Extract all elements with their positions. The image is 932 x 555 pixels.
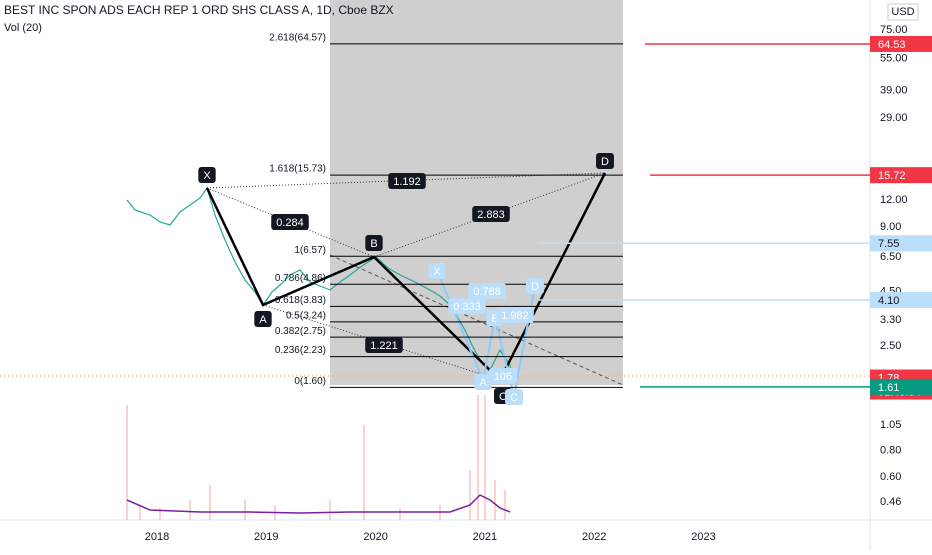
time-tick-label: 2021: [473, 531, 497, 543]
volume-ma: [126, 494, 511, 514]
pattern2-point: C: [510, 392, 518, 404]
pattern2-point-bg: [474, 374, 492, 390]
price-tick-label: 55.00: [880, 53, 908, 65]
price-tag: [870, 378, 932, 395]
pattern-point: D: [601, 156, 609, 168]
fib-label: 0(1.60): [294, 376, 326, 387]
pattern2-point-bg: [428, 263, 446, 279]
symbol-title: BEST INC SPON ADS EACH REP 1 ORD SHS CLA…: [4, 3, 394, 17]
pattern2-point: X: [433, 266, 441, 278]
xabcd-pattern: [205, 172, 607, 383]
price-tag-label: 64.53: [878, 39, 906, 51]
time-tick-label: 2023: [691, 531, 715, 543]
fib-label: 2.618(64.57): [269, 33, 326, 44]
price-tick-label: 75.00: [880, 24, 908, 36]
pattern2-point: D: [531, 281, 539, 293]
fib-label: 0.236(2.23): [275, 345, 326, 356]
currency-box: [887, 3, 919, 21]
fib-label: 1.618(15.73): [269, 164, 326, 175]
pattern2-ratio: 1.982: [501, 310, 529, 322]
price-tag: [870, 292, 932, 309]
price-tag-label: 1.61: [878, 382, 899, 394]
price-tick-label: 39.00: [880, 85, 908, 97]
volume-tick-label: 0.80: [880, 444, 901, 456]
pattern-ratio: 1.221: [370, 340, 398, 352]
pattern2-ratio: 0.788: [473, 286, 501, 298]
price-tick-label: 6.50: [880, 251, 901, 263]
pattern-ratio: 2.883: [477, 209, 505, 221]
pattern2-ratio-bg: [488, 368, 518, 384]
fib-zone: [330, 0, 623, 385]
trend-line: [329, 254, 624, 386]
pattern2-ratio: 106: [494, 371, 512, 383]
pattern-ratio-bg: [271, 214, 309, 230]
pattern-ratio-bg: [365, 337, 403, 353]
volume-bars: [126, 395, 506, 520]
time-tick-label: 2020: [363, 531, 387, 543]
pattern-point-bg: [254, 311, 272, 327]
fib-label: 0.618(3.83): [275, 295, 326, 306]
price-tag: [870, 167, 932, 184]
pattern-point: X: [203, 170, 211, 182]
price-tick-label: 2.50: [880, 340, 901, 352]
pattern2-point-bg: [505, 389, 523, 405]
pattern2-point-bg: [526, 278, 544, 294]
pattern-ratio-bg: [472, 206, 510, 222]
fib-label: 1(6.57): [294, 245, 326, 256]
volume-tick-label: 0.60: [880, 471, 901, 483]
fib-label: 0.382(2.75): [275, 326, 326, 337]
pattern2-ratio-bg: [496, 307, 534, 323]
pattern-ratio: 0.284: [276, 217, 304, 229]
pattern2-ratio-bg: [448, 298, 486, 314]
price-tick-label: 9.00: [880, 221, 901, 233]
price-line: [126, 186, 513, 376]
price-tag: [870, 235, 932, 252]
fib-label: 0.786(4.86): [275, 273, 326, 284]
pattern2-ratio: 0.333: [453, 301, 481, 313]
pattern2-point: B: [491, 313, 498, 325]
pattern2-ratio-bg: [468, 283, 506, 299]
price-tick-label: 29.00: [880, 112, 908, 124]
volume-tick-label: 1.05: [880, 419, 901, 431]
pattern-point: B: [370, 238, 377, 250]
price-tag-label: 15.72: [878, 170, 906, 182]
pattern2-point: A: [479, 377, 487, 389]
price-tag-label: 7.55: [878, 238, 899, 250]
pattern-ratio-bg: [388, 173, 426, 189]
fib-label: 0.5(3.24): [286, 311, 326, 322]
pattern-point-bg: [198, 167, 216, 183]
indicator-label: Vol (20): [4, 22, 42, 34]
pattern-point: A: [259, 314, 267, 326]
currency: USD: [891, 6, 914, 18]
volume-tick-label: 0.46: [880, 496, 901, 508]
pattern-point-bg: [365, 235, 383, 251]
price-tick-label: 12.00: [880, 194, 908, 206]
pattern-point: C: [499, 391, 507, 403]
time-tick-label: 2018: [145, 531, 169, 543]
price-tag-label: 4.10: [878, 295, 899, 307]
pattern-ratio: 1.192: [393, 176, 421, 188]
time-tick-label: 2019: [254, 531, 278, 543]
time-tick-label: 2022: [582, 531, 606, 543]
price-tick-label: 3.30: [880, 314, 901, 326]
price-tag: [870, 35, 932, 52]
pattern-point-bg: [596, 153, 614, 169]
